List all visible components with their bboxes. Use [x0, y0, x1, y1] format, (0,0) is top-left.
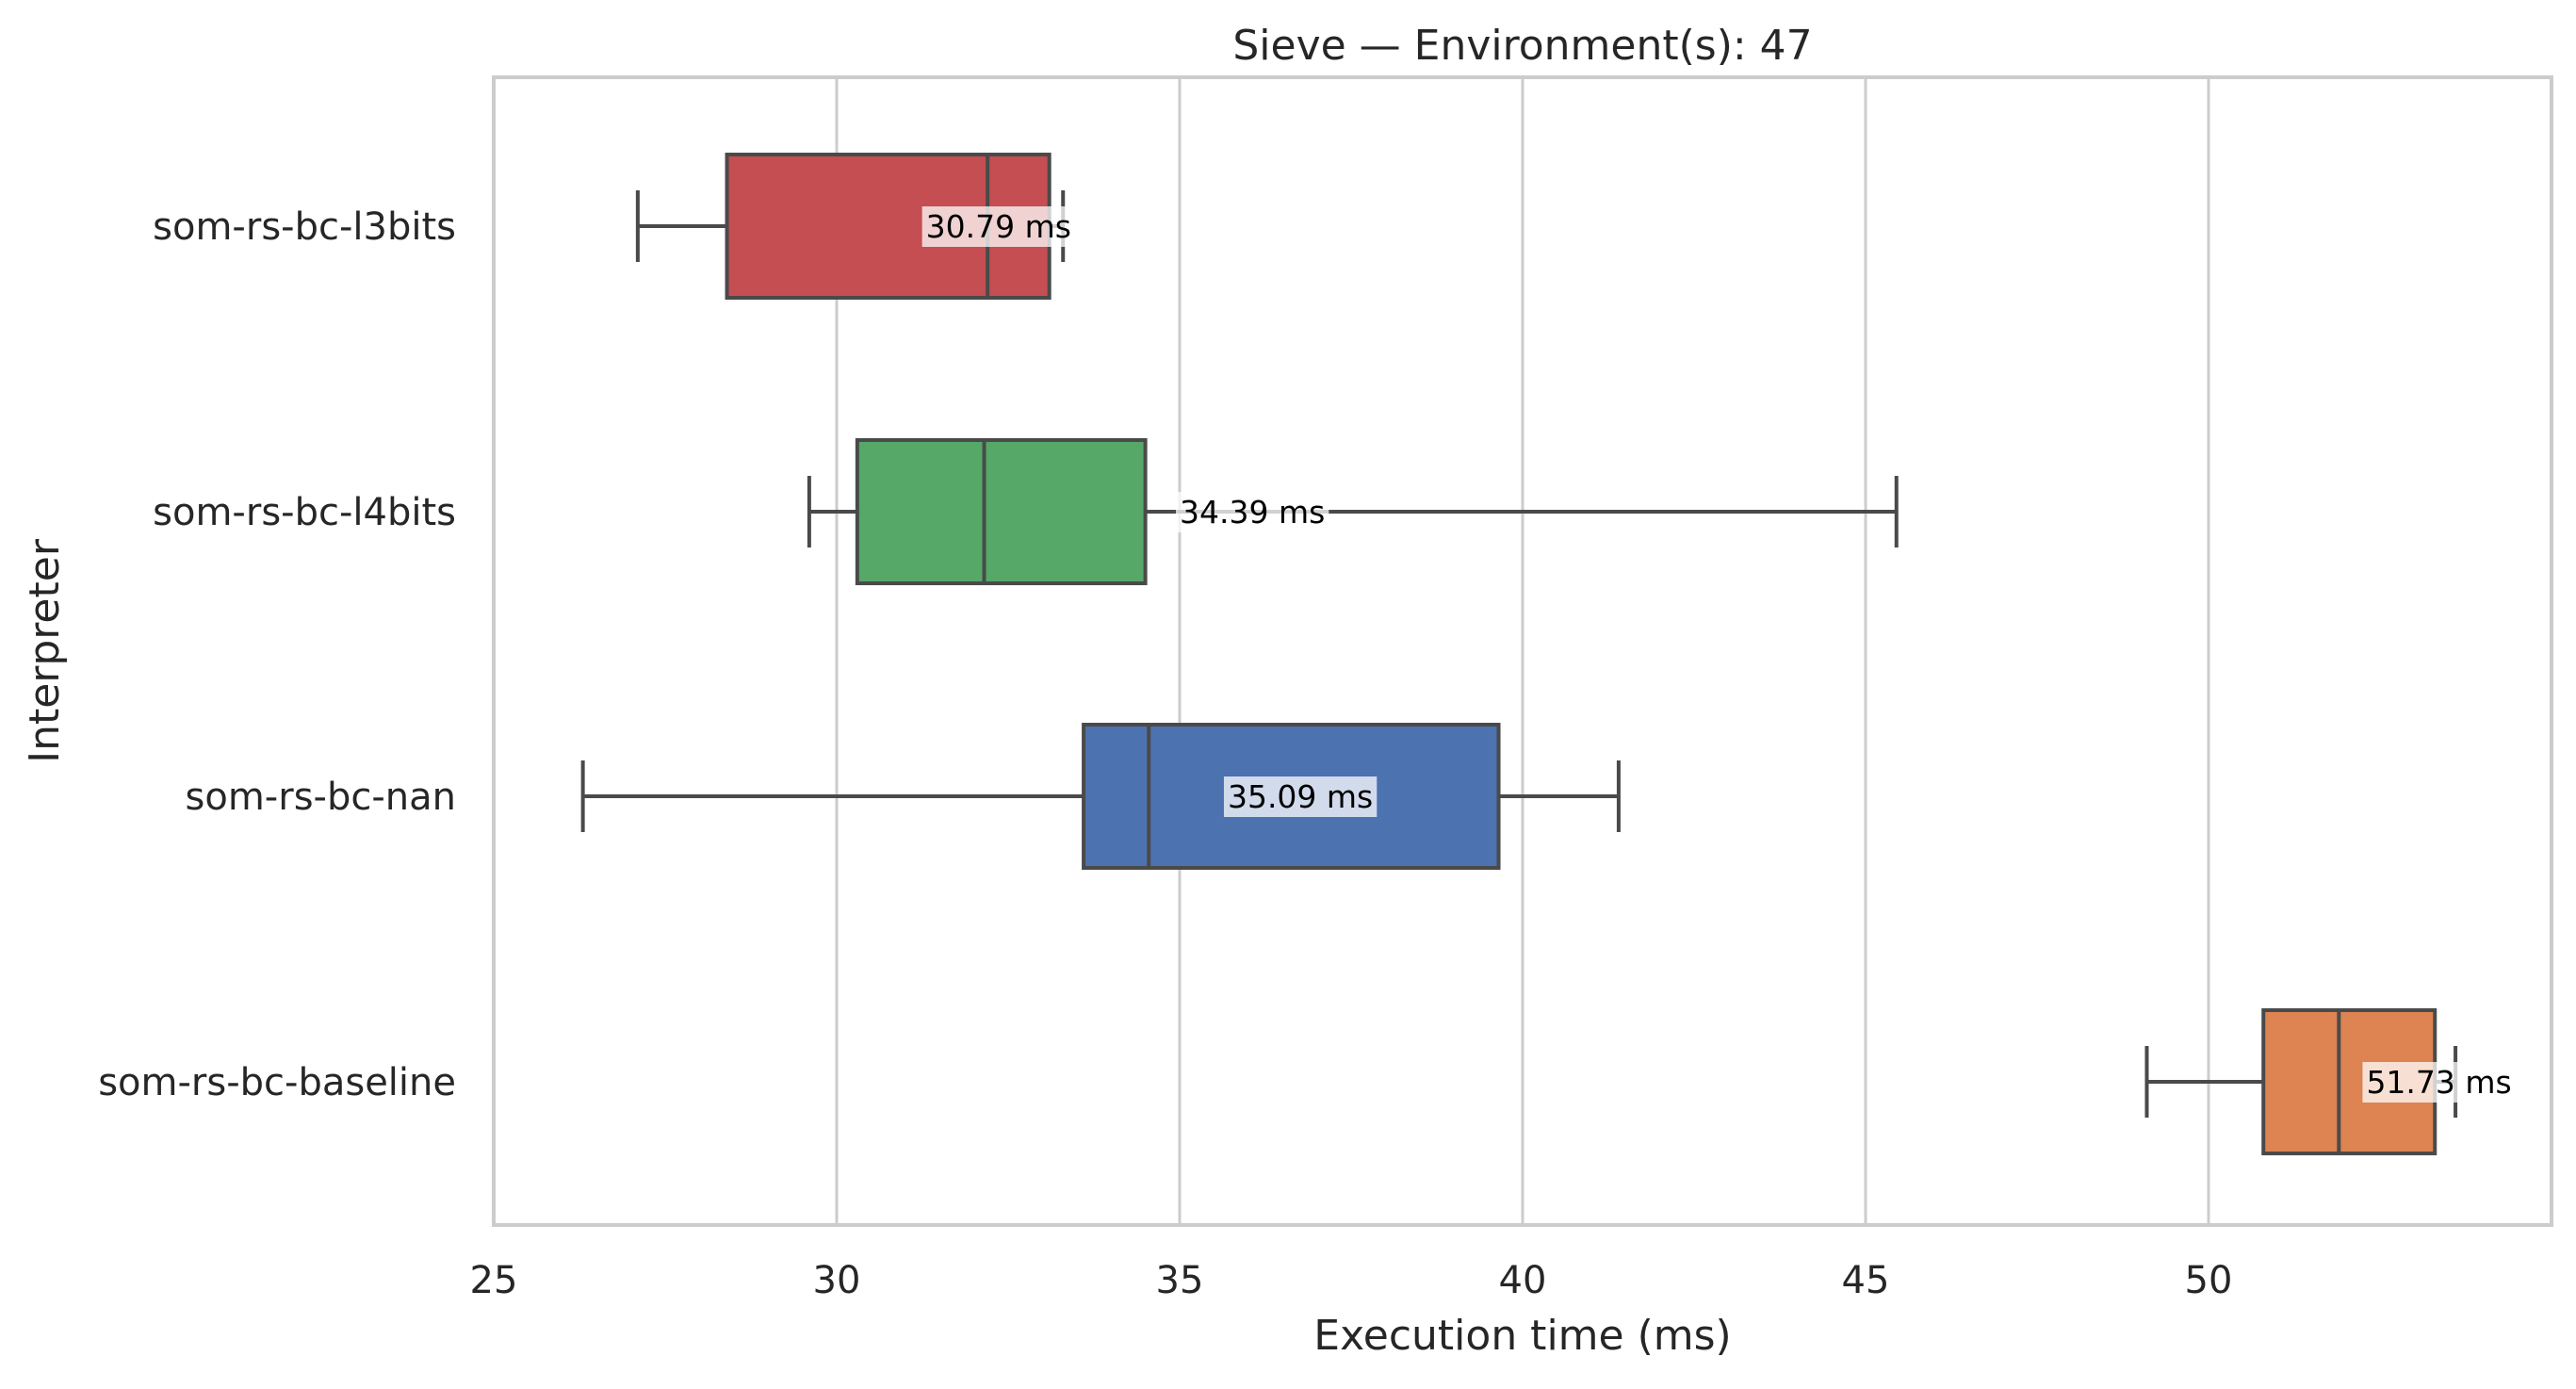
mean-label-background — [1176, 492, 1329, 532]
chart-title: Sieve — Environment(s): 47 — [1232, 22, 1812, 70]
x-tick-label: 45 — [1842, 1259, 1890, 1302]
y-category-label: som-rs-bc-nan — [186, 776, 456, 819]
mean-label: 34.39 ms — [1180, 494, 1325, 531]
x-ticks: 25 30 35 40 45 50 — [470, 1259, 2233, 1302]
box-som-rs-bc-baseline: 51.73 ms — [2144, 1008, 2516, 1155]
mean-label-background — [921, 206, 1075, 247]
x-tick-label: 25 — [470, 1259, 518, 1302]
x-axis-label: Execution time (ms) — [1313, 1312, 1731, 1360]
x-tick-label: 35 — [1156, 1259, 1204, 1302]
y-axis-label: Interpreter — [21, 538, 69, 763]
box-som-rs-bc-l4bits: 34.39 ms — [807, 438, 1899, 585]
iqr-box — [855, 438, 1148, 585]
x-tick-label: 50 — [2185, 1259, 2233, 1302]
boxes: 30.79 ms 34.39 ms 35.09 ms 51.73 ms — [580, 153, 2516, 1155]
mean-label-background — [1223, 776, 1378, 817]
mean-label: 35.09 ms — [1228, 778, 1373, 815]
box-som-rs-bc-l3bits: 30.79 ms — [635, 153, 1075, 300]
mean-label: 51.73 ms — [2366, 1064, 2511, 1101]
mean-label-background — [2362, 1062, 2516, 1103]
x-tick-label: 40 — [1499, 1259, 1547, 1302]
x-tick-label: 30 — [813, 1259, 861, 1302]
y-category-label: som-rs-bc-baseline — [98, 1061, 456, 1104]
plot-frame — [492, 75, 2553, 1227]
y-category-label: som-rs-bc-l3bits — [153, 205, 456, 249]
y-category-label: som-rs-bc-l4bits — [153, 491, 456, 534]
y-categories: som-rs-bc-l3bits som-rs-bc-l4bits som-rs-b… — [98, 205, 456, 1104]
box-som-rs-bc-nan: 35.09 ms — [580, 723, 1621, 870]
mean-label: 30.79 ms — [926, 208, 1071, 245]
